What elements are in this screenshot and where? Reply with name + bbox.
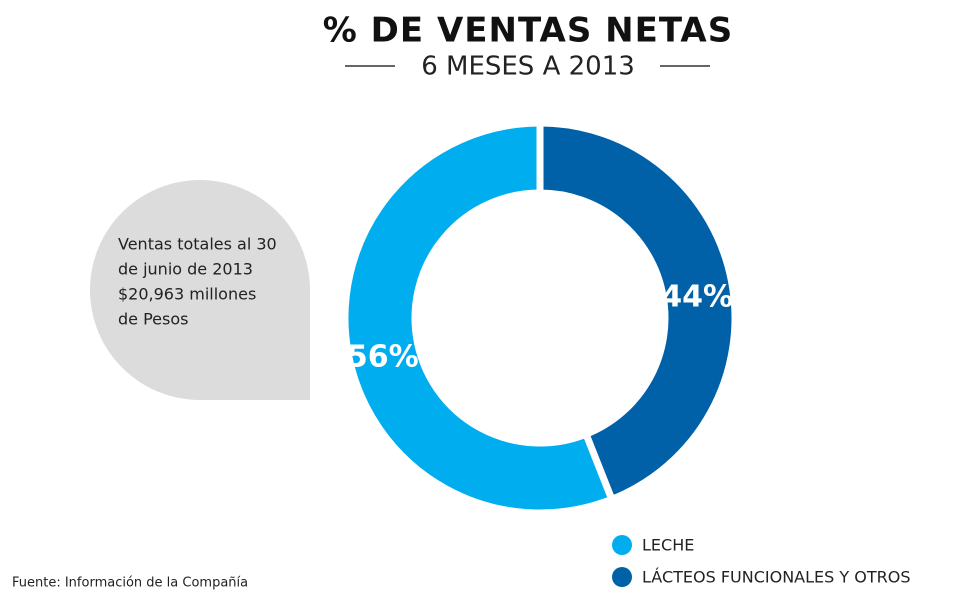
chart-title: % DE VENTAS NETAS [323,11,733,51]
annotation-line: $20,963 millones [118,285,256,304]
source: Fuente: Información de la Compañía [12,576,248,591]
annotation: Ventas totales al 30 de junio de 2013 $20,… [118,235,277,329]
annotation-line: de junio de 2013 [118,260,253,279]
donut-segment [341,119,617,517]
legend-swatch [612,535,632,555]
value-label: 56% [347,339,419,374]
legend-swatch [612,567,632,587]
annotation-line: de Pesos [118,310,188,329]
annotation-line: Ventas totales al 30 [118,235,277,254]
value-label: 44% [661,280,733,315]
callout-bubble [90,180,310,400]
legend-label: LÁCTEOS FUNCIONALES Y OTROS [642,568,910,587]
legend-label: LECHE [642,536,694,555]
chart-subtitle: 6 MESES A 2013 [421,52,635,82]
donut-segment [536,119,739,504]
